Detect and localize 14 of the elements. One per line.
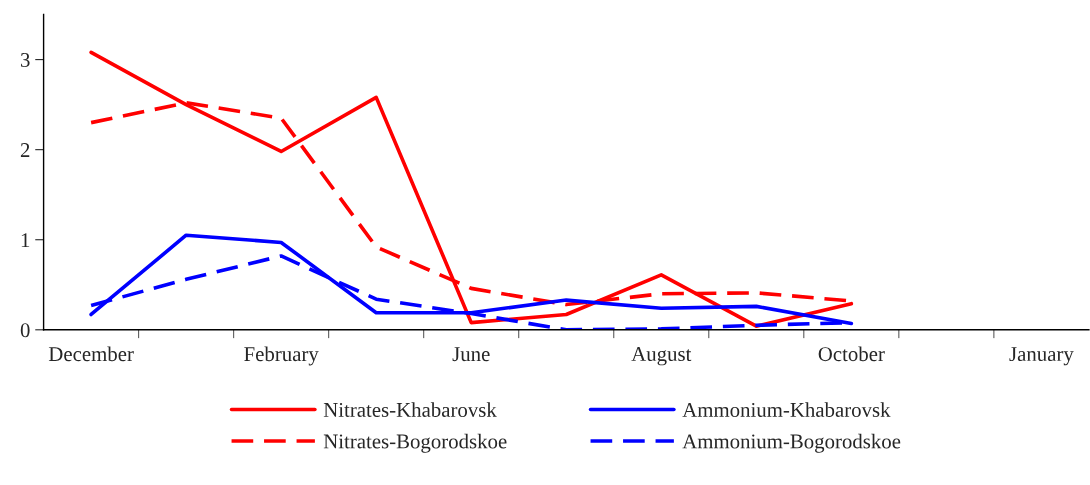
- legend-label: Nitrates-Bogorodskoe: [323, 433, 507, 453]
- x-tick-label: December: [48, 346, 134, 362]
- y-tick-label: 0: [20, 323, 30, 338]
- legend-label: Ammonium-Khabarovsk: [682, 402, 891, 417]
- y-tick-label: 1: [21, 233, 30, 247]
- y-tick-label: 3: [20, 53, 30, 68]
- x-tick-label: June: [452, 347, 490, 362]
- x-tick-label: October: [818, 346, 885, 362]
- x-tick-label: August: [631, 347, 692, 366]
- x-tick-label: February: [244, 346, 319, 366]
- legend-label: Ammonium-Bogorodskoe: [682, 433, 901, 453]
- x-tick-label: January: [1009, 347, 1074, 366]
- y-tick-label: 2: [20, 143, 30, 157]
- legend-label: Nitrates-Khabarovsk: [323, 402, 497, 417]
